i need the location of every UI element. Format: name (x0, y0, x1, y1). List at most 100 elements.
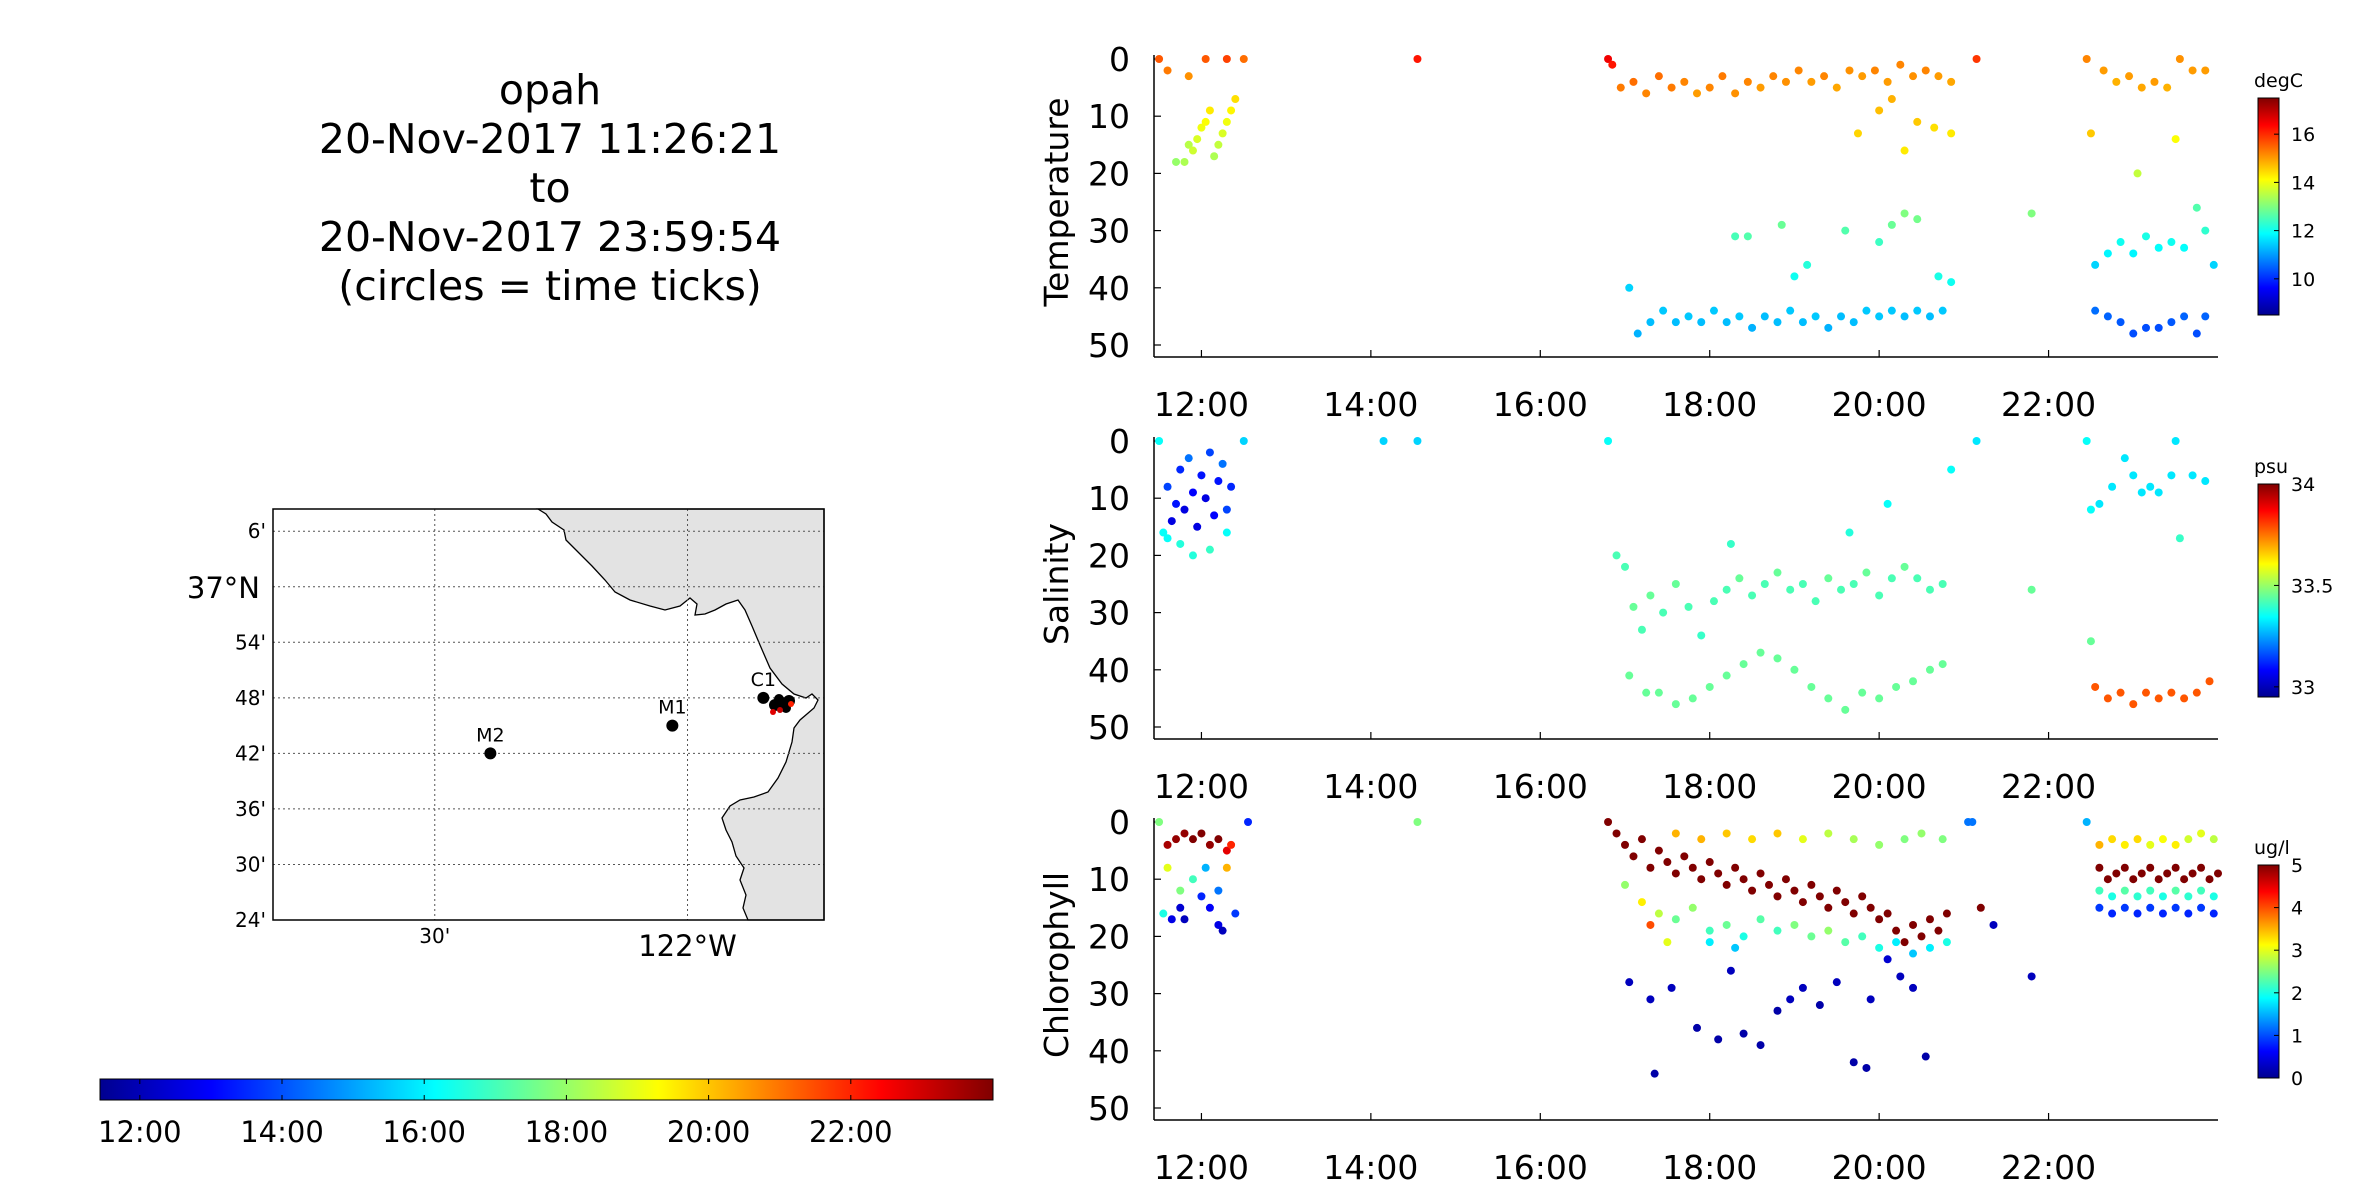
data-point (1731, 943, 1740, 952)
data-point (1870, 66, 1879, 75)
data-point (2099, 66, 2108, 75)
data-point (2091, 260, 2100, 269)
x-tick-label: 12:00 (1154, 1148, 1249, 1181)
data-point (1875, 915, 1884, 924)
data-point (1798, 835, 1807, 844)
data-point (1756, 1041, 1765, 1050)
data-point (1172, 835, 1181, 844)
x-tick-label: 22:00 (2001, 385, 2096, 424)
data-point (1887, 306, 1896, 315)
colorbar-tick-label: 12 (2291, 221, 2315, 243)
data-point (2141, 232, 2150, 241)
data-point (2214, 869, 2222, 878)
data-point (2171, 840, 2180, 849)
data-point (1773, 829, 1782, 838)
data-point (1637, 835, 1646, 844)
data-point (1722, 585, 1731, 594)
data-point (1909, 949, 1918, 958)
data-point (2192, 329, 2201, 338)
data-point (1748, 323, 1757, 332)
map-lon-label: 122°W (638, 929, 737, 963)
data-point (1934, 272, 1943, 281)
data-point (2137, 488, 2146, 497)
data-point (1155, 55, 1164, 63)
data-point (1790, 886, 1799, 895)
data-point (1756, 869, 1765, 878)
data-point (2103, 249, 2112, 258)
data-point (2120, 903, 2129, 912)
data-point (1646, 920, 1655, 929)
data-point (1739, 875, 1748, 884)
data-point (1671, 829, 1680, 838)
data-point (2188, 869, 2197, 878)
data-point (1663, 938, 1672, 947)
data-point (1604, 55, 1613, 63)
data-point (1197, 829, 1206, 838)
data-point (1180, 157, 1189, 166)
data-point (1989, 920, 1998, 929)
colorbar-tick-label: 1 (2291, 1025, 2303, 1047)
data-point (1222, 55, 1231, 63)
data-point (1413, 437, 1422, 445)
data-point (1781, 875, 1790, 884)
data-point (1807, 932, 1816, 941)
y-axis-label: Chlorophyll (1037, 872, 1076, 1058)
data-point (1947, 465, 1956, 474)
data-point (2197, 903, 2206, 912)
data-point (1659, 306, 1668, 315)
data-point (2171, 437, 2180, 445)
data-point (1909, 72, 1918, 81)
colorbar-tick-label: 4 (2291, 898, 2303, 920)
colorbar-units: ug/l (2254, 837, 2290, 859)
data-point (2133, 835, 2142, 844)
data-point (1184, 72, 1193, 81)
data-point (2209, 260, 2218, 269)
data-point (2027, 972, 2036, 981)
y-axis-label: Temperature (1037, 97, 1076, 307)
data-point (1887, 220, 1896, 229)
data-point (1244, 818, 1253, 826)
x-tick-label: 18:00 (1662, 385, 1757, 424)
data-point (1824, 829, 1833, 838)
data-point (1205, 448, 1214, 457)
data-point (1671, 700, 1680, 709)
data-point (2120, 886, 2129, 895)
data-point (1184, 454, 1193, 463)
y-tick-label: 40 (1088, 651, 1130, 690)
data-point (2197, 829, 2206, 838)
data-point (2167, 318, 2176, 327)
data-point (1934, 72, 1943, 81)
scatter-points (1155, 437, 2214, 714)
data-point (2146, 886, 2155, 895)
data-point (2205, 875, 2214, 884)
data-point (2091, 306, 2100, 315)
data-point (1862, 568, 1871, 577)
data-point (1667, 983, 1676, 992)
data-point (1917, 932, 1926, 941)
colorbar-tick-label: 0 (2291, 1068, 2303, 1090)
data-point (1748, 835, 1757, 844)
data-point (1887, 95, 1896, 104)
y-tick-label: 50 (1088, 708, 1130, 747)
data-point (1947, 129, 1956, 138)
data-point (2082, 818, 2091, 826)
data-point (1688, 903, 1697, 912)
data-point (2192, 688, 2201, 697)
data-point (1900, 562, 1909, 571)
data-point (1942, 938, 1951, 947)
data-point (2108, 909, 2117, 918)
title-to: to (529, 164, 571, 212)
data-point (1909, 677, 1918, 686)
data-point (1849, 1058, 1858, 1067)
data-point (1629, 602, 1638, 611)
x-tick-label: 20:00 (1832, 385, 1927, 424)
data-point (2180, 243, 2189, 252)
data-point (1205, 903, 1214, 912)
data-point (1942, 909, 1951, 918)
map-lat-label: 37°N (187, 571, 260, 605)
data-point (1815, 1001, 1824, 1010)
data-point (1201, 863, 1210, 872)
data-point (1684, 602, 1693, 611)
data-point (1837, 585, 1846, 594)
data-point (2184, 892, 2193, 901)
